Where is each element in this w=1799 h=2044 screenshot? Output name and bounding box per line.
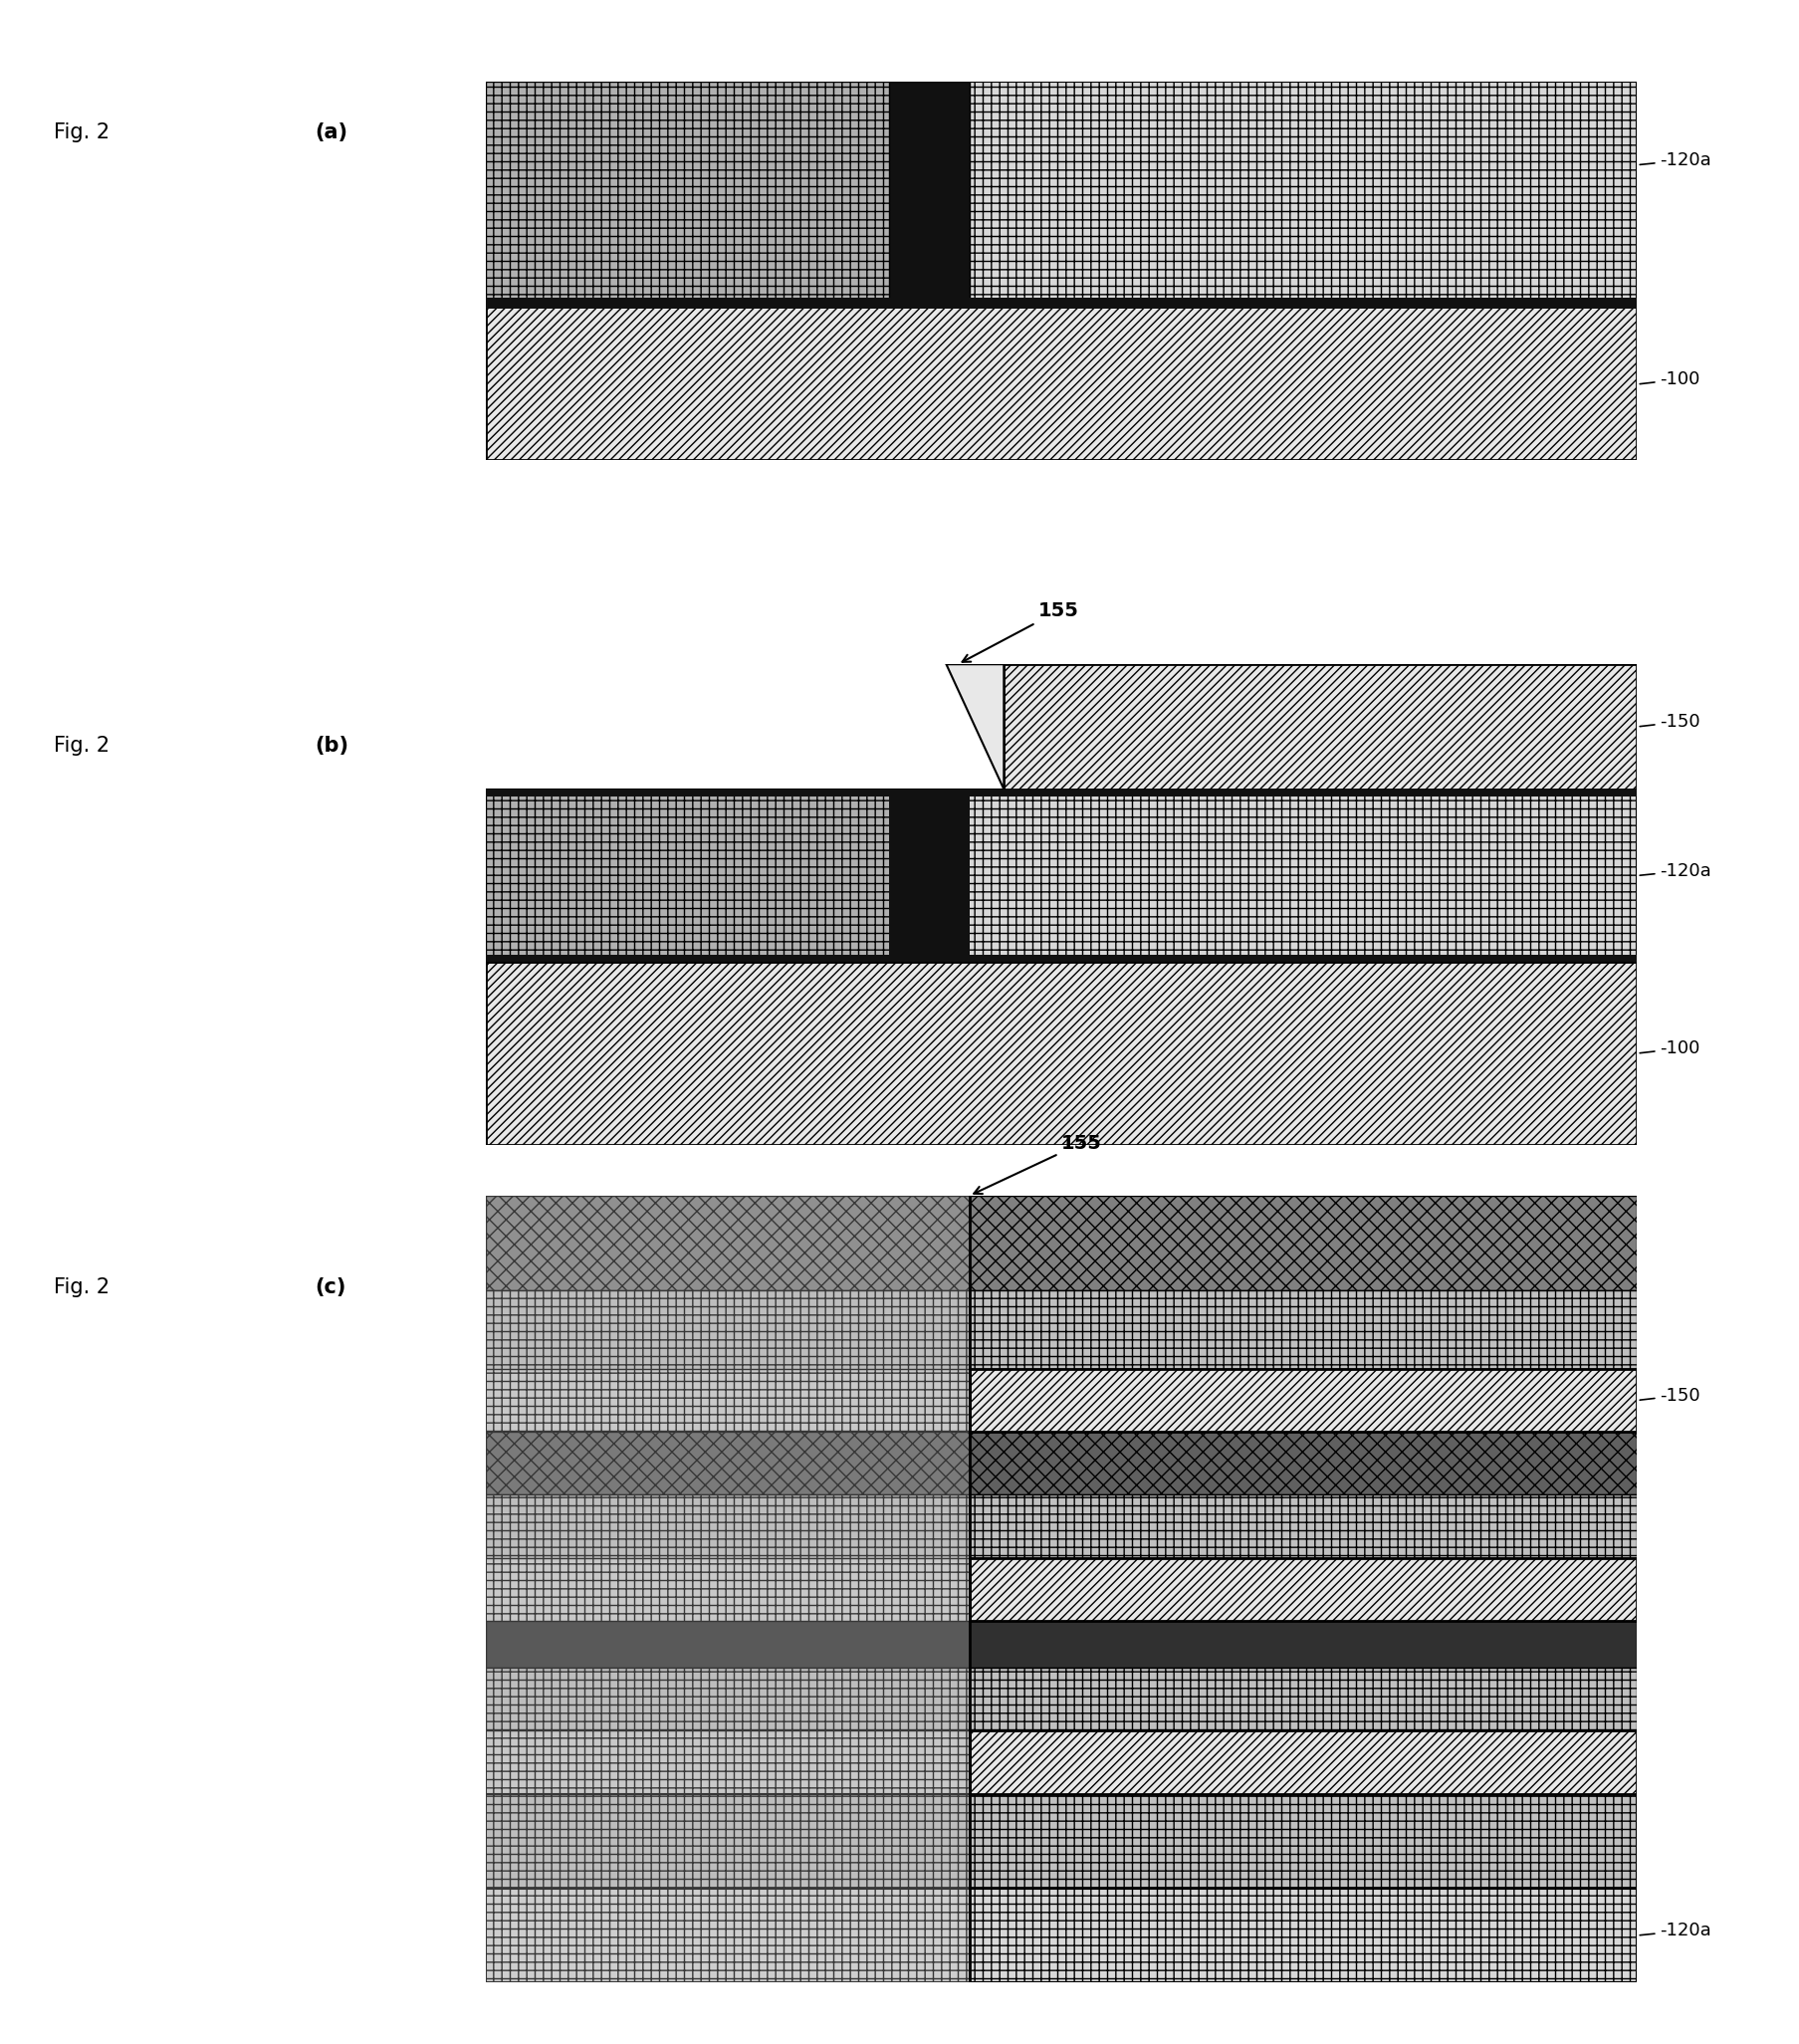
- Text: -100: -100: [1641, 1040, 1700, 1057]
- Bar: [486, 1196, 1637, 1290]
- Bar: [889, 82, 970, 300]
- Bar: [486, 789, 1637, 797]
- Text: -120a: -120a: [1641, 863, 1711, 879]
- Bar: [486, 82, 923, 300]
- Text: Fig. 2: Fig. 2: [54, 736, 110, 756]
- Bar: [486, 955, 1637, 963]
- Bar: [486, 1889, 1637, 1983]
- Text: 155: 155: [973, 1134, 1103, 1194]
- Bar: [486, 789, 1637, 963]
- Bar: [486, 1431, 1637, 1494]
- Bar: [486, 1668, 1637, 1731]
- Bar: [486, 789, 923, 963]
- Text: (c): (c): [315, 1278, 345, 1298]
- Text: -120a: -120a: [1641, 151, 1711, 170]
- Bar: [486, 1795, 1637, 1889]
- Text: (b): (b): [315, 736, 349, 756]
- Text: -150: -150: [1641, 713, 1700, 730]
- Text: Fig. 2: Fig. 2: [54, 123, 110, 143]
- Bar: [486, 296, 1637, 309]
- Polygon shape: [946, 664, 1004, 789]
- Bar: [970, 1558, 1637, 1621]
- Text: Fig. 2: Fig. 2: [54, 1278, 110, 1298]
- Bar: [486, 1621, 1637, 1668]
- Bar: [889, 789, 970, 963]
- Bar: [970, 1369, 1637, 1431]
- Bar: [1004, 664, 1637, 789]
- Bar: [486, 82, 1637, 300]
- Bar: [486, 300, 1637, 460]
- Bar: [970, 1731, 1637, 1795]
- Bar: [486, 1196, 970, 1983]
- Text: 155: 155: [962, 601, 1079, 662]
- Bar: [486, 1494, 1637, 1558]
- Text: (a): (a): [315, 123, 347, 143]
- Text: -150: -150: [1641, 1386, 1700, 1404]
- Bar: [486, 963, 1637, 1145]
- Bar: [486, 1290, 1637, 1369]
- Text: -100: -100: [1641, 370, 1700, 388]
- Text: -120a: -120a: [1641, 1921, 1711, 1940]
